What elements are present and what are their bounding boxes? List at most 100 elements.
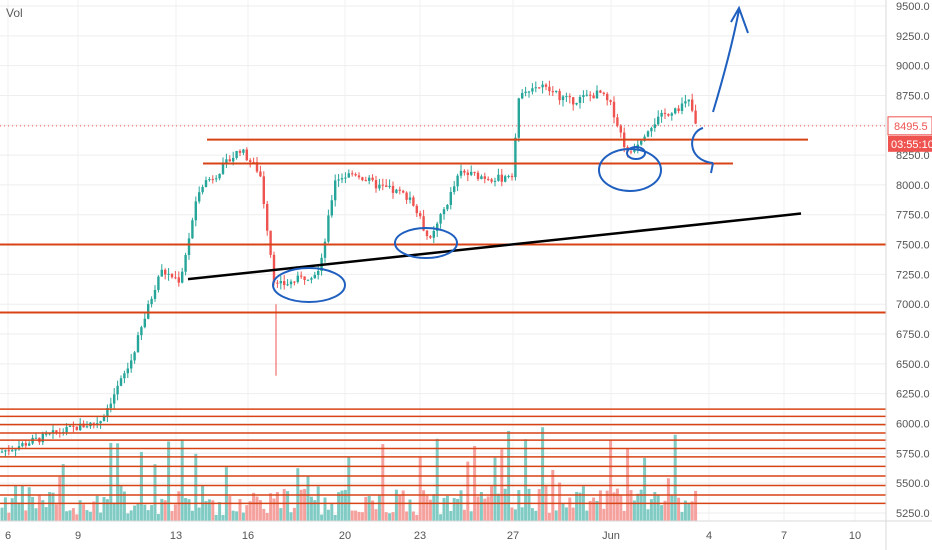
price-axis[interactable]: 9500.09250.09000.08750.08500.08250.08000… — [896, 1, 930, 520]
candle-body — [687, 99, 690, 102]
volume-bar — [156, 514, 160, 521]
volume-bar — [401, 490, 405, 521]
volume-bar — [292, 507, 296, 521]
candle-body — [215, 178, 218, 180]
annotations — [187, 5, 802, 303]
volume-bar — [51, 492, 55, 521]
candle-body — [561, 96, 565, 101]
candle-body — [276, 282, 279, 284]
volume-bar — [0, 507, 4, 521]
volume-bar — [619, 495, 623, 521]
volume-bar — [503, 488, 507, 521]
candle-body — [446, 204, 449, 210]
volume-bar — [153, 464, 157, 521]
candle-body — [232, 157, 235, 162]
volume-bar — [469, 511, 473, 521]
candle-body — [119, 378, 123, 386]
volume-bar — [571, 507, 575, 521]
candle-body — [459, 170, 463, 176]
candle-body — [72, 425, 75, 427]
candle-body — [123, 373, 126, 379]
volume-bar — [190, 510, 194, 521]
candle-body — [565, 96, 568, 98]
candle-body — [293, 281, 296, 283]
volume-bar — [150, 505, 154, 521]
candle-body — [483, 176, 486, 179]
volume-bar — [343, 489, 347, 521]
volume-bar — [303, 488, 307, 521]
candle-body — [585, 94, 588, 96]
candle-body — [106, 407, 109, 417]
candle-body — [198, 192, 201, 202]
volume-bar — [71, 508, 75, 521]
candle-body — [160, 269, 163, 277]
candle-body — [650, 127, 653, 132]
candle-body — [279, 281, 282, 284]
candle-body — [385, 185, 388, 188]
candle-body — [442, 209, 446, 215]
candle-body — [109, 403, 112, 408]
volume-bar — [255, 496, 259, 521]
volume-bar — [683, 500, 687, 521]
volume-bar — [309, 496, 313, 521]
volume-bar — [75, 514, 79, 521]
volume-bar — [24, 510, 28, 521]
volume-bar — [289, 512, 293, 521]
candle-body — [14, 449, 17, 451]
candle-body — [674, 108, 677, 114]
last-price-tag — [887, 116, 932, 136]
volume-bar — [663, 500, 667, 521]
volume-bar — [194, 453, 198, 521]
volume-indicator-label[interactable]: Vol — [6, 6, 23, 20]
volume-bar — [177, 491, 181, 521]
candle-body — [323, 241, 327, 258]
volume-bar — [41, 500, 45, 521]
candle-body — [504, 176, 507, 182]
candle-body — [249, 160, 252, 163]
volume-bar — [136, 503, 140, 521]
candle-body — [75, 426, 78, 431]
volume-bar — [486, 496, 490, 521]
candle-body — [85, 426, 89, 428]
candle-body — [534, 87, 537, 89]
candle-body — [405, 192, 408, 200]
time-axis[interactable]: 6 9 13 16 20 23 27 Jun 4 7 10 — [5, 530, 861, 542]
time-tick-label: 16 — [242, 530, 254, 542]
volume-bar — [666, 478, 670, 521]
candle-body — [65, 426, 68, 433]
candle-body — [575, 102, 578, 105]
volume-bar — [360, 512, 364, 521]
volume-bar — [228, 496, 232, 521]
candle-body — [310, 278, 313, 280]
price-tick-label: 6500.0 — [896, 359, 930, 371]
candle-body — [221, 163, 225, 174]
volume-bar — [279, 508, 283, 521]
volume-bar — [218, 502, 222, 521]
candle-body — [313, 274, 316, 279]
volume-bar — [585, 510, 589, 521]
volume-bar — [214, 514, 218, 521]
candle-body — [432, 230, 435, 238]
volume-bar — [272, 498, 276, 521]
volume-bar — [95, 495, 99, 521]
volume-bar — [88, 511, 92, 521]
volume-bar — [167, 441, 171, 521]
candle-body — [303, 276, 306, 280]
volume-bar — [48, 492, 52, 521]
candle-body — [177, 277, 180, 283]
candle-body — [364, 180, 367, 182]
volume-bar — [252, 492, 256, 521]
price-tick-label: 8750.0 — [896, 90, 930, 102]
candle-body — [41, 433, 44, 443]
candle-body — [476, 172, 480, 180]
candle-body — [412, 197, 415, 206]
candle-body — [599, 90, 602, 93]
volume-bar — [85, 510, 89, 521]
candle-body — [283, 281, 286, 286]
volume-bar — [58, 476, 62, 521]
candle-body — [572, 97, 575, 105]
candle-body — [68, 425, 72, 427]
candle-body — [181, 271, 184, 283]
